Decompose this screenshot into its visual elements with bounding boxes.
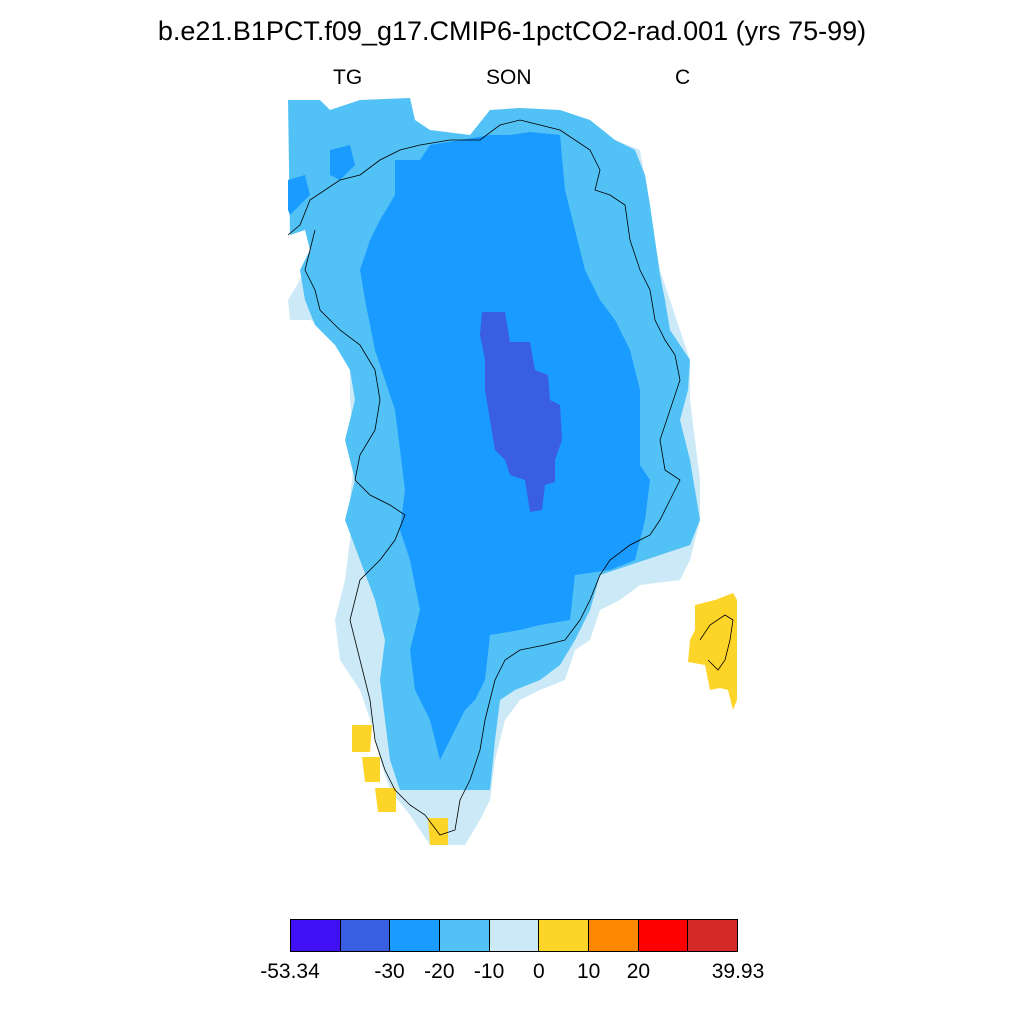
colorbar-tick-label: 0: [533, 960, 545, 983]
colorbar-tick-label: 39.93: [711, 960, 765, 983]
map-title: b.e21.B1PCT.f09_g17.CMIP6-1pctCO2-rad.00…: [157, 16, 867, 46]
contour-patch-east-positive: [688, 593, 737, 710]
colorbar-box: [688, 920, 738, 951]
coastline-east-island: [699, 614, 734, 671]
units-label: C: [675, 66, 691, 89]
colorbar-box: [489, 920, 540, 951]
colorbar-box: [390, 920, 441, 951]
colorbar-box: [539, 920, 590, 951]
contour-patch-sw-positive-1: [352, 725, 372, 752]
colorbar-box: [340, 920, 391, 951]
colorbar-box: [638, 920, 689, 951]
colorbar: [290, 919, 738, 952]
contour-patch-sw-positive-4: [428, 818, 448, 845]
contour-patch-sw-positive-3: [375, 788, 396, 812]
colorbar-tick-label: -30: [374, 960, 405, 983]
colorbar-tick-label: -20: [424, 960, 455, 983]
coastline: [287, 119, 681, 836]
colorbar-tick-label: -10: [473, 960, 505, 983]
contour-patch-west-island: [365, 500, 392, 528]
contour-patch-sw-positive-2: [362, 757, 380, 782]
colorbar-box: [291, 920, 341, 951]
colorbar-tick-label: -53.34: [260, 960, 320, 983]
contour-band-neg30-to-neg53: [480, 312, 562, 512]
contour-patch-north-deep: [330, 145, 355, 180]
colorbar-tick-label: 10: [576, 960, 601, 983]
colorbar-box: [440, 920, 490, 951]
contour-patch-north-west: [288, 175, 310, 215]
colorbar-box: [589, 920, 639, 951]
season-label: SON: [486, 66, 532, 89]
variable-label: TG: [333, 66, 363, 89]
colorbar-tick-label: 20: [626, 960, 651, 983]
